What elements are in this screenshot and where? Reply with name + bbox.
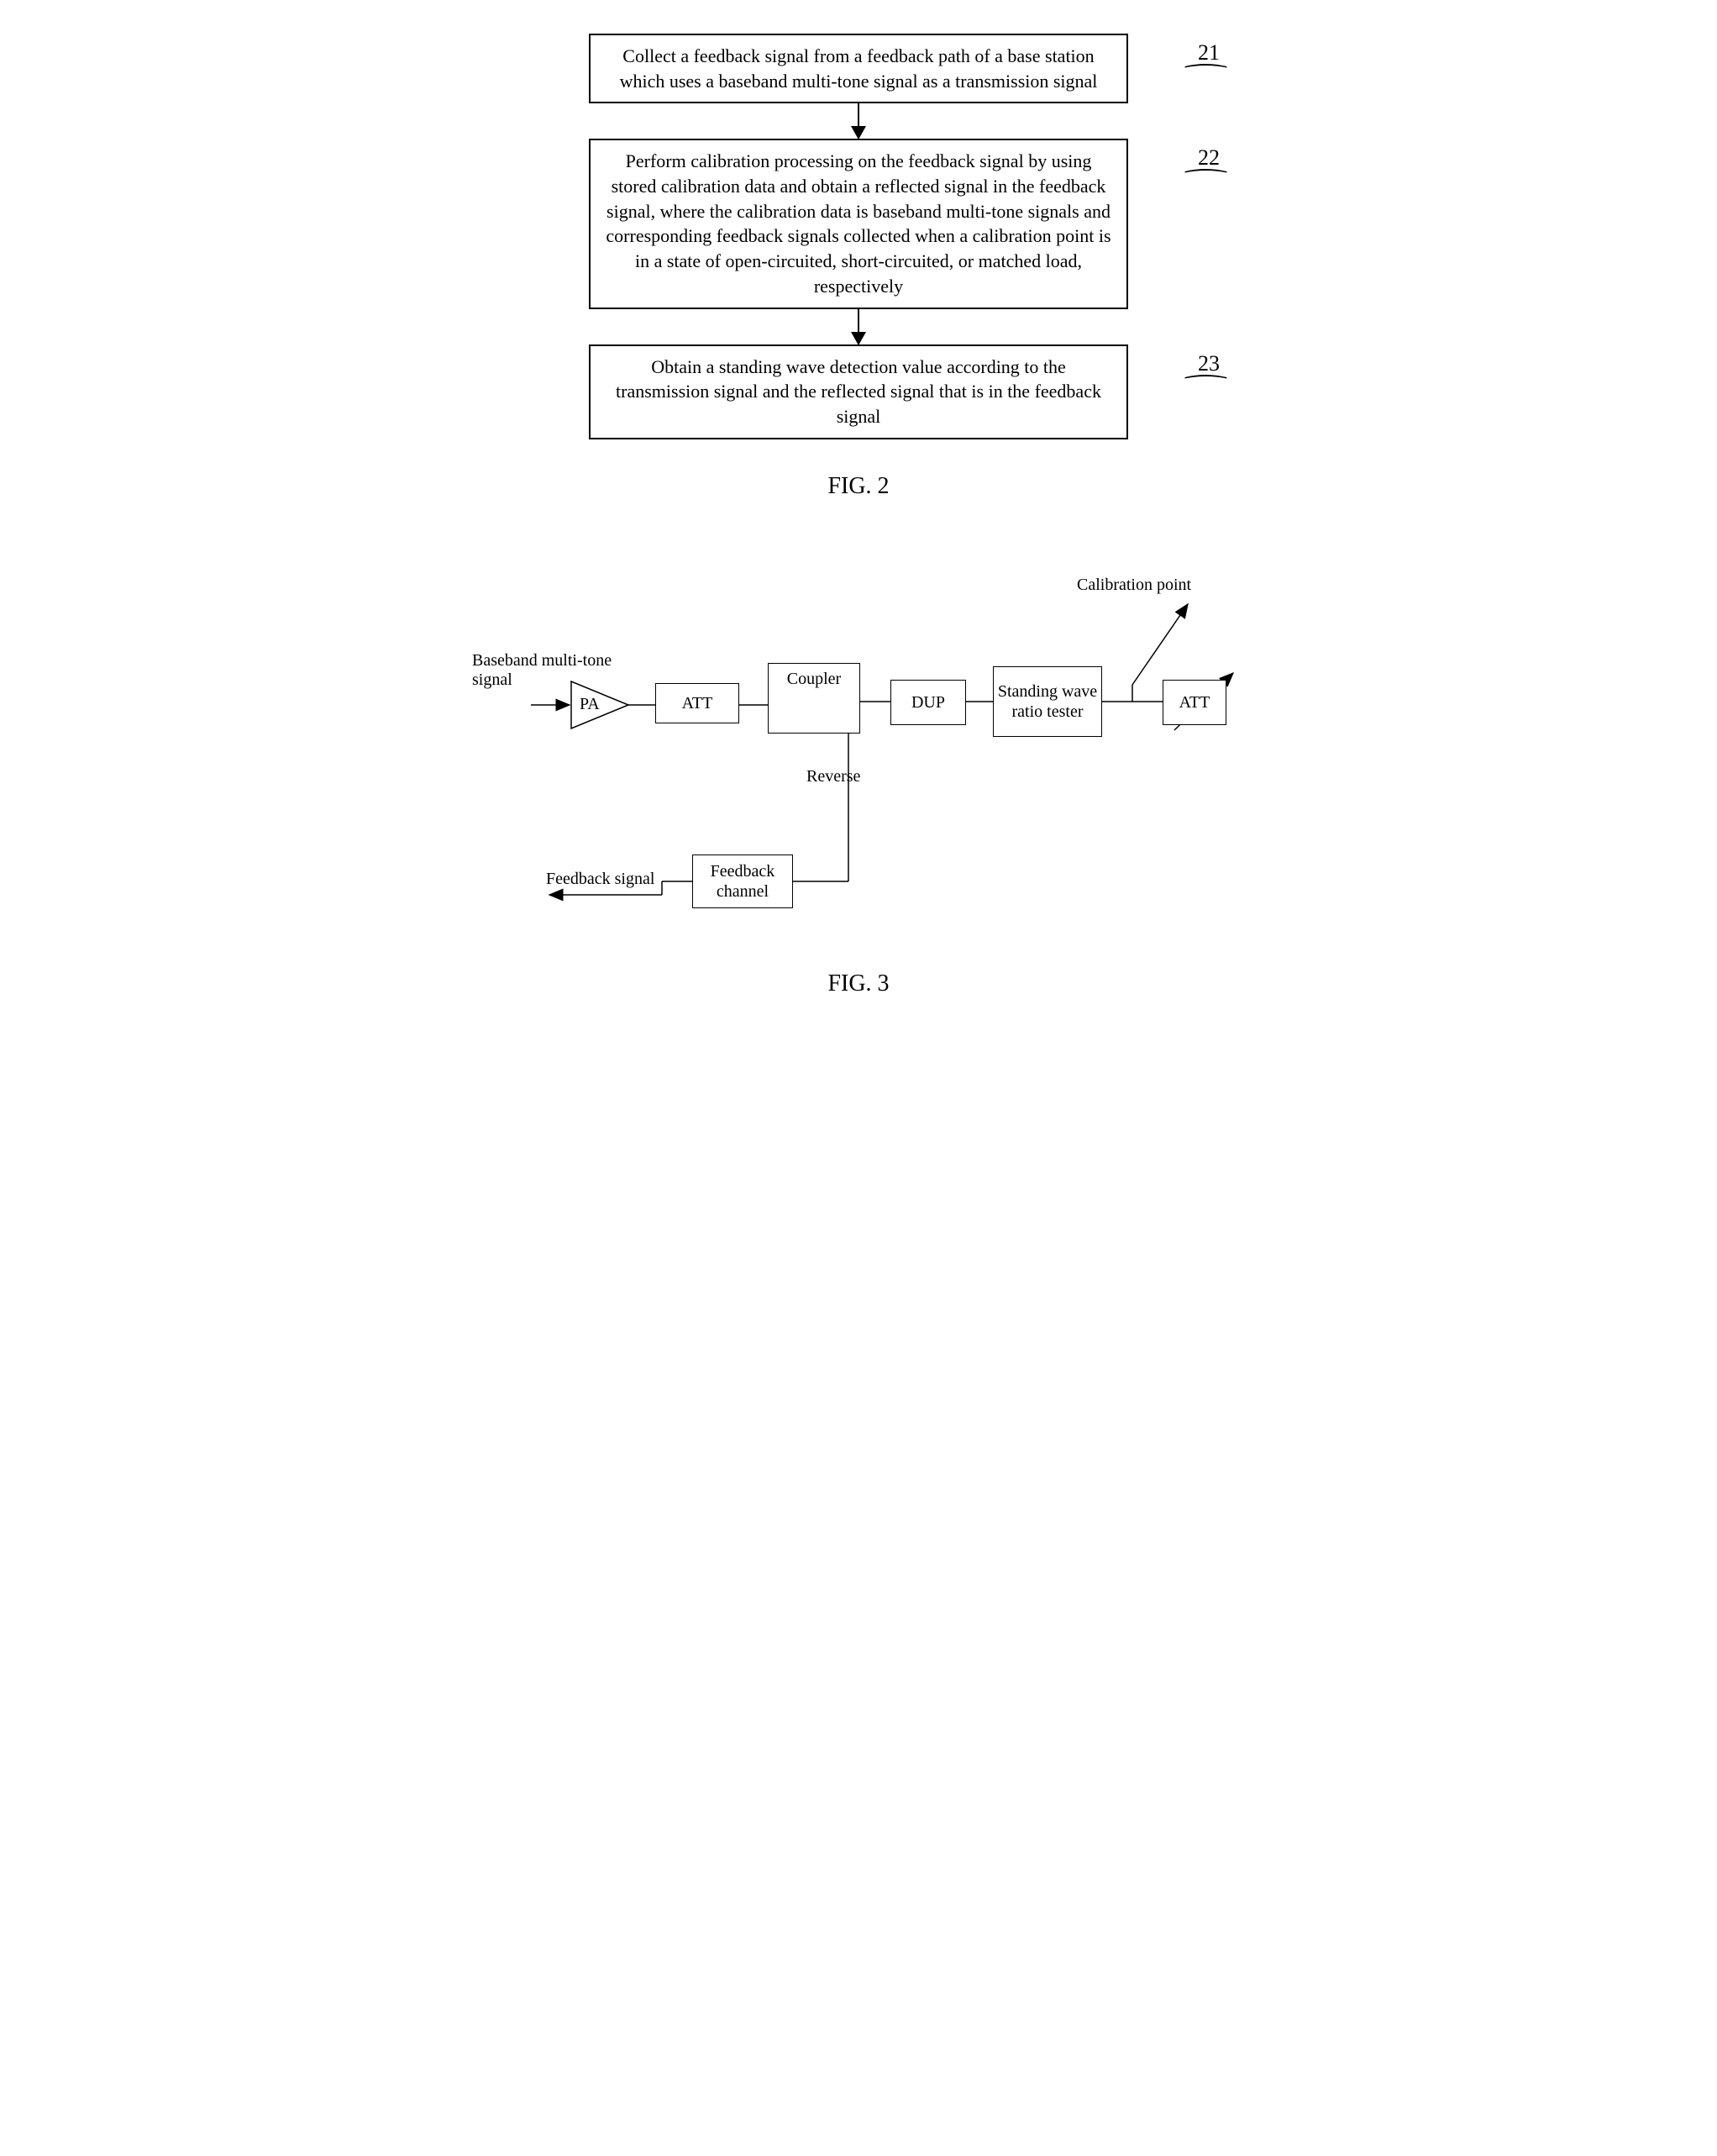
fig2-caption: FIG. 2: [472, 473, 1245, 500]
flow-step-21-num: 21: [1198, 40, 1220, 65]
flow-step-23-box: Obtain a standing wave detection value a…: [589, 344, 1128, 439]
label-reverse: Reverse: [806, 767, 860, 786]
label-calibration-point: Calibration point: [1077, 576, 1191, 595]
flow-step-23-text: Obtain a standing wave detection value a…: [616, 356, 1101, 427]
label-feedback-signal: Feedback signal: [546, 870, 654, 889]
block-coupler: Coupler: [768, 663, 860, 734]
flow-step-22-row: Perform calibration processing on the fe…: [472, 139, 1245, 308]
flow-step-22-box: Perform calibration processing on the fe…: [589, 139, 1128, 308]
calpoint-arrow: [1132, 604, 1188, 685]
fig3-block-diagram: Baseband multi-tone signal Calibration p…: [472, 559, 1245, 962]
block-pa-label: PA: [580, 695, 600, 714]
flow-step-21-row: Collect a feedback signal from a feedbac…: [472, 34, 1245, 103]
block-feedback-channel: Feedback channel: [692, 855, 793, 908]
label-input-signal: Baseband multi-tone signal: [472, 651, 640, 690]
fig2-flowchart: Collect a feedback signal from a feedbac…: [472, 34, 1245, 439]
block-dup-label: DUP: [911, 692, 945, 713]
fig3-caption: FIG. 3: [472, 970, 1245, 997]
arrow-21-to-22: [858, 103, 859, 139]
flow-step-22-num: 22: [1198, 145, 1220, 170]
fig3-wires: [472, 559, 1245, 962]
arrow-22-to-23: [858, 309, 859, 344]
flow-step-22-text: Perform calibration processing on the fe…: [606, 150, 1111, 296]
flow-step-22-label: 22 ⁀: [1198, 145, 1220, 180]
block-att2-label: ATT: [1179, 692, 1210, 713]
flow-step-22-connector: ⁀: [1187, 179, 1231, 188]
block-att1-label: ATT: [682, 693, 713, 713]
flow-step-21-text: Collect a feedback signal from a feedbac…: [620, 45, 1098, 92]
block-att1: ATT: [655, 683, 739, 723]
flow-step-21-connector: ⁀: [1187, 74, 1231, 83]
block-fbchan-label: Feedback channel: [696, 861, 789, 902]
flow-step-21-label: 21 ⁀: [1198, 40, 1220, 75]
flow-step-23-connector: ⁀: [1187, 385, 1231, 394]
flow-step-23-num: 23: [1198, 351, 1220, 376]
block-coupler-label: Coupler: [787, 669, 841, 689]
flow-step-21-box: Collect a feedback signal from a feedbac…: [589, 34, 1128, 103]
flow-step-23-label: 23 ⁀: [1198, 351, 1220, 386]
block-att2: ATT: [1163, 680, 1226, 725]
block-swr-label: Standing wave ratio tester: [997, 681, 1098, 722]
block-swr-tester: Standing wave ratio tester: [993, 666, 1102, 737]
block-dup: DUP: [890, 680, 966, 725]
flow-step-23-row: Obtain a standing wave detection value a…: [472, 344, 1245, 439]
